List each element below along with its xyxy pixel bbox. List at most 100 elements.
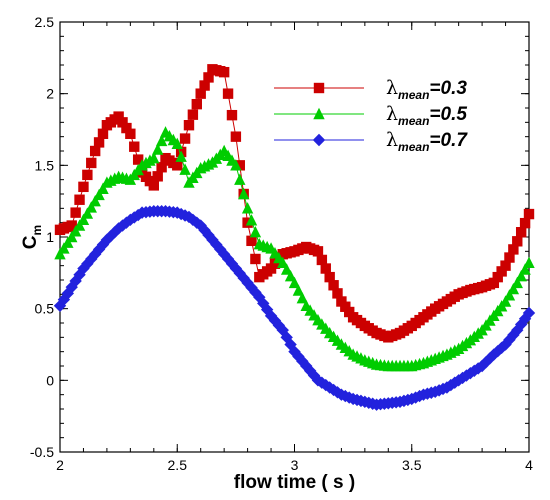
data-point [488,277,500,289]
data-point [54,248,66,260]
data-point [332,288,343,299]
data-point [78,181,89,193]
legend-marker [312,133,326,147]
x-axis-title: flow time ( s ) [234,472,355,493]
legend-marker [313,107,325,120]
data-point [172,160,183,171]
data-point [508,244,519,255]
data-point [218,66,230,78]
data-point [81,207,94,219]
data-point [250,253,261,265]
data-point [249,226,262,238]
data-point [519,217,531,229]
legend-label-sub: mean [398,114,429,128]
data-point [179,163,191,175]
data-point [234,160,245,171]
data-point [226,109,238,121]
x-tick-label: 4 [525,457,533,473]
x-tick-label: 2 [56,457,64,473]
data-point [492,271,503,283]
legend-label-symbol: λ [386,129,398,151]
legend-marker [313,82,325,94]
data-point [246,235,257,247]
data-point [82,169,93,181]
data-point [129,141,140,152]
legend-entry: λmean=0.3 [274,77,467,102]
data-point [503,289,516,301]
data-point [316,254,328,266]
data-point [296,291,309,304]
data-point [117,117,128,128]
data-point [328,280,339,291]
y-axis-title: Cm [20,225,44,249]
data-point [73,219,86,231]
legend-label-symbol: λ [386,103,398,125]
data-point [195,88,206,99]
legend-label-symbol: λ [386,77,398,99]
data-point [132,154,144,165]
data-point [69,274,82,288]
data-point [515,269,527,282]
y-tick-label: -0.5 [30,444,54,460]
data-point [320,263,331,274]
data-point [148,151,160,164]
data-point [507,328,520,342]
data-point [500,260,511,271]
data-point [61,287,75,300]
data-point [62,236,74,248]
y-axis-title-main: C [20,235,41,249]
data-point [507,282,520,295]
data-point [97,182,109,194]
series-3 [53,205,536,411]
data-point [191,98,202,110]
legend-entry: λmean=0.5 [274,103,467,128]
series-2 [54,126,535,372]
series-1 [54,64,535,343]
data-point [179,133,191,144]
data-point [89,194,101,207]
data-point [187,109,199,120]
data-point [74,194,85,205]
data-point [113,111,124,122]
data-point [77,213,90,225]
data-point [175,150,187,162]
y-tick-label: 2.5 [35,14,55,30]
legend-label-sub: mean [398,88,429,102]
data-point [241,202,254,214]
y-axis-title-sub: m [30,225,44,236]
data-point [245,214,258,226]
series-layer [53,64,536,411]
data-point [312,246,324,257]
data-point [69,225,82,237]
legend-label: λmean=0.5 [386,103,467,128]
data-point [171,137,183,150]
data-point [234,173,246,185]
data-point [496,266,507,277]
data-point [504,252,515,263]
data-point [148,180,159,191]
legend-label-value: =0.7 [429,130,468,151]
x-tick-label: 3.5 [402,457,422,473]
data-point [229,262,243,275]
data-point [511,276,523,289]
x-tick-label: 2.5 [168,457,188,473]
y-tick-label: 0.5 [35,301,55,317]
data-point [523,208,535,220]
legend-entry: λmean=0.7 [274,129,468,154]
legend-label: λmean=0.3 [386,77,467,102]
data-point [277,256,289,268]
data-point [336,296,347,307]
data-point [280,263,293,275]
data-point [292,284,305,296]
legend-label: λmean=0.7 [386,129,468,154]
data-point [93,137,105,148]
data-point [152,143,164,155]
data-point [58,242,70,254]
data-point [202,228,215,242]
legend-label-value: =0.3 [429,78,467,99]
data-point [70,207,81,218]
data-point [203,72,214,83]
data-point [116,219,129,232]
